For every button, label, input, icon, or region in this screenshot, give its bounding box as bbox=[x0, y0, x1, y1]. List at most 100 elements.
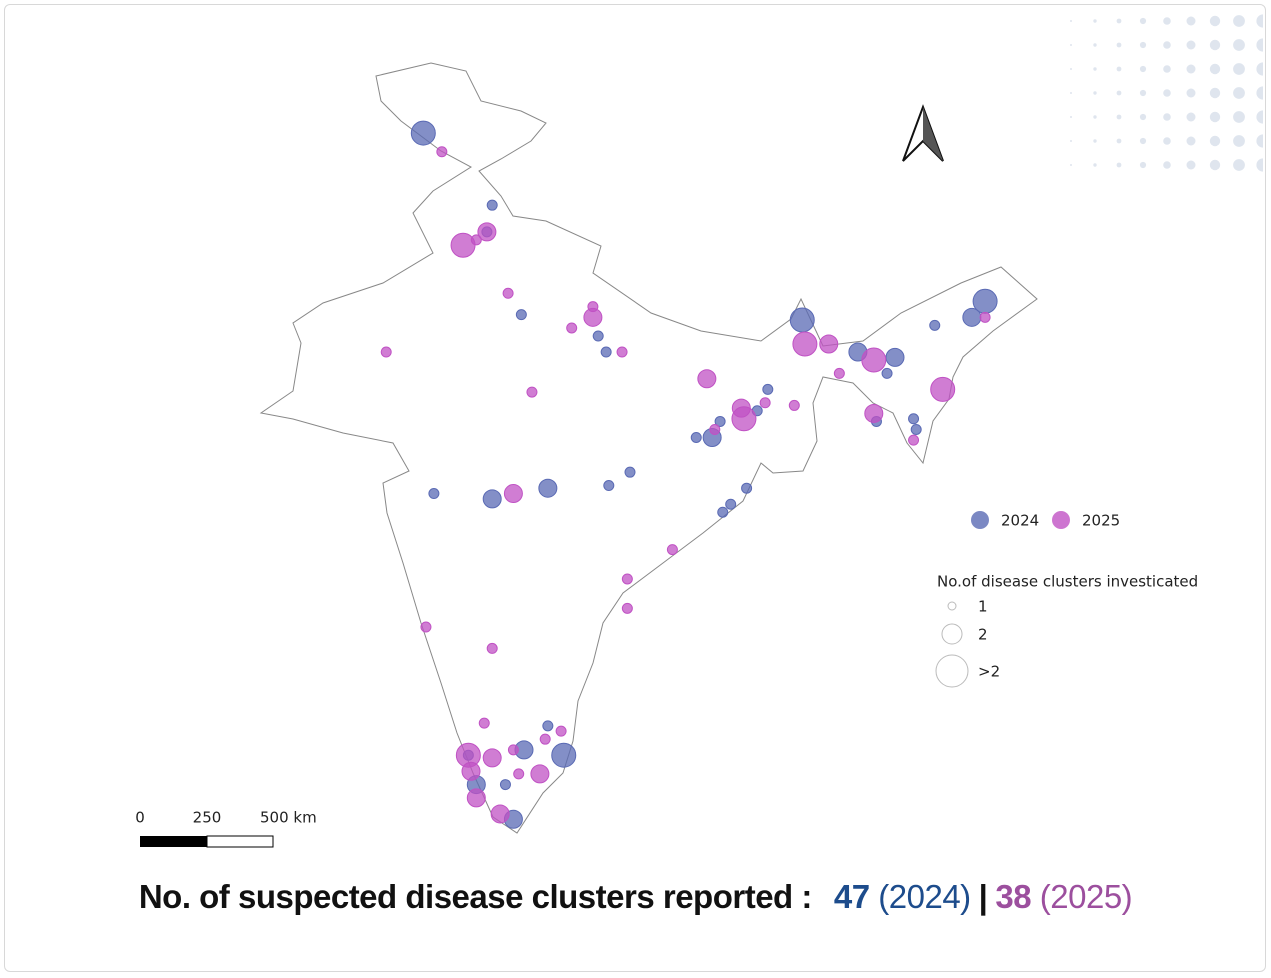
decor-dot bbox=[1163, 113, 1171, 121]
decor-dot bbox=[1233, 15, 1245, 27]
cluster-point bbox=[600, 346, 612, 358]
decor-dot bbox=[1116, 90, 1122, 96]
cluster-point bbox=[929, 319, 941, 331]
decor-dot bbox=[1186, 16, 1196, 26]
decor-dot bbox=[1186, 64, 1196, 74]
decor-dot bbox=[1116, 162, 1122, 168]
decor-dot bbox=[1256, 86, 1263, 100]
decor-dot bbox=[1139, 137, 1147, 145]
cluster-point bbox=[478, 717, 490, 729]
cluster-points bbox=[380, 120, 998, 829]
decor-dot bbox=[1256, 110, 1263, 124]
cluster-point bbox=[515, 309, 527, 321]
cluster-point bbox=[410, 120, 436, 146]
year-2024: (2024) bbox=[878, 878, 971, 915]
scale-segment bbox=[206, 835, 274, 848]
decor-dot bbox=[1186, 160, 1196, 170]
cluster-point bbox=[513, 768, 525, 780]
cluster-point bbox=[486, 642, 498, 654]
cluster-point bbox=[450, 232, 476, 258]
decor-dot bbox=[1256, 158, 1263, 172]
decor-dot bbox=[1116, 18, 1122, 24]
decor-dot bbox=[1256, 14, 1263, 28]
decor-dot bbox=[1209, 135, 1221, 147]
year-2025: (2025) bbox=[1039, 878, 1133, 915]
legend: 2024 2025 No.of disease clusters investica… bbox=[935, 511, 1198, 688]
decor-dot bbox=[1139, 17, 1147, 25]
cluster-point bbox=[962, 307, 982, 327]
decor-dot bbox=[1093, 115, 1097, 119]
cluster-point bbox=[621, 602, 633, 614]
cluster-point bbox=[741, 482, 753, 494]
decor-dot bbox=[1093, 67, 1097, 71]
decor-dot bbox=[1093, 43, 1097, 47]
decor-dot bbox=[1209, 159, 1221, 171]
decor-dot bbox=[1093, 19, 1097, 23]
legend-label: 2024 bbox=[1001, 512, 1039, 530]
cluster-point bbox=[538, 478, 558, 498]
cluster-point bbox=[555, 725, 567, 737]
decor-dot bbox=[1209, 111, 1221, 123]
decor-dot bbox=[1163, 137, 1171, 145]
map-frame: 2024 2025 No.of disease clusters investica… bbox=[4, 4, 1266, 972]
caption: No. of suspected disease clusters report… bbox=[0, 878, 1271, 916]
cluster-point bbox=[930, 376, 956, 402]
cluster-point bbox=[499, 779, 511, 791]
size-legend-title: No.of disease clusters investicated bbox=[937, 573, 1198, 591]
decor-dot bbox=[1256, 134, 1263, 148]
size-legend-circle bbox=[935, 654, 969, 688]
decor-dot bbox=[1209, 15, 1221, 27]
caption-lead: No. of suspected disease clusters report… bbox=[138, 878, 813, 915]
cluster-point bbox=[759, 397, 771, 409]
cluster-point bbox=[420, 621, 432, 633]
decor-dot bbox=[1209, 87, 1221, 99]
cluster-point bbox=[621, 573, 633, 585]
cluster-point bbox=[603, 480, 615, 492]
cluster-point bbox=[470, 234, 482, 246]
decor-dot bbox=[1256, 62, 1263, 76]
cluster-point bbox=[861, 347, 887, 373]
cluster-point bbox=[979, 311, 991, 323]
cluster-point bbox=[833, 367, 845, 379]
decor-dot bbox=[1070, 140, 1072, 142]
decor-dot bbox=[1139, 161, 1147, 169]
cluster-point bbox=[502, 287, 514, 299]
cluster-point bbox=[690, 431, 702, 443]
separator: | bbox=[978, 878, 988, 915]
map: 2024 2025 No.of disease clusters investica… bbox=[135, 14, 1263, 848]
cluster-point bbox=[380, 346, 392, 358]
size-legend-label: 2 bbox=[978, 626, 988, 644]
decor-dot bbox=[1070, 116, 1072, 118]
cluster-point bbox=[539, 733, 551, 745]
decor-dot bbox=[1233, 63, 1245, 75]
cluster-point bbox=[762, 383, 774, 395]
cluster-point bbox=[714, 415, 726, 427]
cluster-point bbox=[819, 334, 839, 354]
legend-swatch bbox=[1052, 511, 1070, 529]
cluster-point bbox=[486, 199, 498, 211]
decor-dot bbox=[1116, 138, 1122, 144]
cluster-point bbox=[551, 742, 577, 768]
decor-dot bbox=[1093, 91, 1097, 95]
cluster-point bbox=[566, 322, 578, 334]
cluster-point bbox=[697, 369, 717, 389]
decor-dot bbox=[1209, 63, 1221, 75]
cluster-point bbox=[788, 399, 800, 411]
decor-dot bbox=[1163, 41, 1171, 49]
legend-swatch bbox=[971, 511, 989, 529]
decor-dot bbox=[1163, 65, 1171, 73]
cluster-point bbox=[666, 544, 678, 556]
decor-dot bbox=[1116, 66, 1122, 72]
cluster-point bbox=[530, 764, 550, 784]
cluster-point bbox=[910, 423, 922, 435]
north-arrow-shade bbox=[923, 107, 943, 161]
decor-dot bbox=[1093, 163, 1097, 167]
cluster-point bbox=[885, 347, 905, 367]
decor-dot bbox=[1186, 136, 1196, 146]
cluster-point bbox=[466, 788, 486, 808]
decor-dot bbox=[1256, 38, 1263, 52]
decor-dot bbox=[1070, 68, 1072, 70]
cluster-point bbox=[503, 484, 523, 504]
india-outline bbox=[259, 62, 1038, 834]
